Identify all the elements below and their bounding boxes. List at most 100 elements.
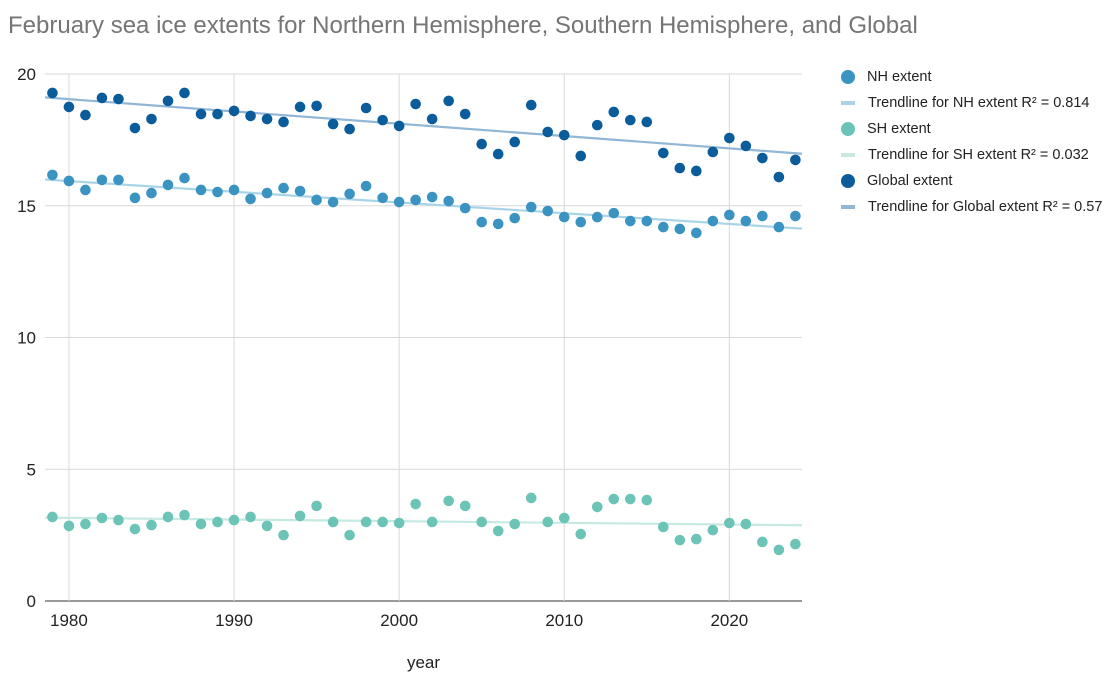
x-tick-label: 2010 xyxy=(545,611,583,630)
data-point xyxy=(228,184,240,196)
data-point xyxy=(228,105,240,117)
data-point xyxy=(377,114,388,126)
data-point xyxy=(179,172,190,184)
data-point xyxy=(558,211,570,223)
data-point xyxy=(443,95,454,107)
legend-item-trendline[interactable]: Trendline for Global extent R² = 0.57 xyxy=(840,194,1102,220)
data-point xyxy=(674,223,686,235)
data-point xyxy=(624,493,636,505)
legend-label: NH extent xyxy=(867,69,932,85)
data-point xyxy=(294,185,306,197)
legend-marker-icon xyxy=(841,122,855,136)
data-point xyxy=(542,126,554,138)
data-point xyxy=(47,87,58,99)
data-point xyxy=(674,162,686,174)
data-point xyxy=(129,523,141,535)
data-point xyxy=(179,509,190,521)
x-tick-label: 2000 xyxy=(380,611,418,630)
data-point xyxy=(476,138,487,150)
data-point xyxy=(492,218,504,230)
data-point xyxy=(212,108,223,120)
data-point xyxy=(641,494,653,506)
data-point xyxy=(47,511,58,523)
data-point xyxy=(113,93,124,105)
data-point xyxy=(591,501,603,513)
data-point xyxy=(245,110,256,122)
data-point xyxy=(129,192,141,204)
legend-item[interactable]: NH extent xyxy=(840,64,1102,90)
data-point xyxy=(47,169,58,181)
trendline-1 xyxy=(44,516,803,527)
data-point xyxy=(426,191,438,203)
data-point xyxy=(278,116,289,128)
data-point xyxy=(80,184,91,196)
legend-line-icon xyxy=(841,205,855,209)
data-point xyxy=(426,516,438,528)
data-point xyxy=(212,186,223,198)
data-point xyxy=(691,165,702,177)
data-point xyxy=(393,120,405,132)
legend-label: Global extent xyxy=(867,173,953,189)
data-point xyxy=(96,92,108,104)
data-point xyxy=(525,99,537,111)
data-point xyxy=(443,495,454,507)
data-point xyxy=(542,516,554,528)
data-point xyxy=(575,150,587,162)
data-point xyxy=(740,518,752,530)
data-point xyxy=(558,129,570,141)
legend-line-icon xyxy=(841,101,855,105)
x-tick-label: 1990 xyxy=(215,611,253,630)
data-point xyxy=(228,514,240,526)
data-point xyxy=(641,116,653,128)
data-point xyxy=(707,524,719,536)
legend-label: SH extent xyxy=(867,121,931,137)
legend-label: Trendline for NH extent R² = 0.814 xyxy=(868,95,1090,111)
data-point xyxy=(360,102,372,114)
legend-marker-icon xyxy=(841,70,855,84)
legend-marker-icon xyxy=(841,174,855,188)
data-point xyxy=(393,196,405,208)
data-point xyxy=(96,174,108,186)
legend-item-trendline[interactable]: Trendline for NH extent R² = 0.814 xyxy=(840,90,1102,116)
data-point xyxy=(146,113,157,125)
data-point xyxy=(591,119,603,131)
data-point xyxy=(311,500,322,512)
legend-item[interactable]: SH extent xyxy=(840,116,1102,142)
data-point xyxy=(426,113,438,125)
data-point xyxy=(459,202,471,214)
data-point xyxy=(459,500,471,512)
data-point xyxy=(790,154,801,166)
data-point xyxy=(608,493,620,505)
data-point xyxy=(146,519,157,531)
data-point xyxy=(245,193,256,205)
data-point xyxy=(311,100,322,112)
data-point xyxy=(608,207,620,219)
data-point xyxy=(410,194,421,206)
legend-label: Trendline for SH extent R² = 0.032 xyxy=(868,147,1089,163)
data-point xyxy=(773,171,785,183)
data-point xyxy=(790,210,801,222)
data-point xyxy=(327,118,339,130)
data-point xyxy=(509,518,521,530)
data-point xyxy=(641,215,653,227)
legend-item[interactable]: Global extent xyxy=(840,168,1102,194)
legend: NH extent Trendline for NH extent R² = 0.… xyxy=(840,64,1102,220)
data-point xyxy=(724,132,735,144)
data-point xyxy=(443,195,454,207)
data-point xyxy=(278,529,289,541)
data-point xyxy=(757,152,768,164)
data-point xyxy=(707,146,719,158)
data-point xyxy=(327,196,339,208)
data-point xyxy=(410,98,421,110)
data-point xyxy=(575,216,587,228)
chart-title: February sea ice extents for Northern He… xyxy=(8,12,918,39)
legend-item-trendline[interactable]: Trendline for SH extent R² = 0.032 xyxy=(840,142,1102,168)
data-point xyxy=(294,510,306,522)
data-point xyxy=(261,187,273,199)
data-point xyxy=(773,221,785,233)
data-point xyxy=(509,212,521,224)
data-point xyxy=(542,205,554,217)
data-point xyxy=(179,87,190,99)
data-point xyxy=(311,194,322,206)
